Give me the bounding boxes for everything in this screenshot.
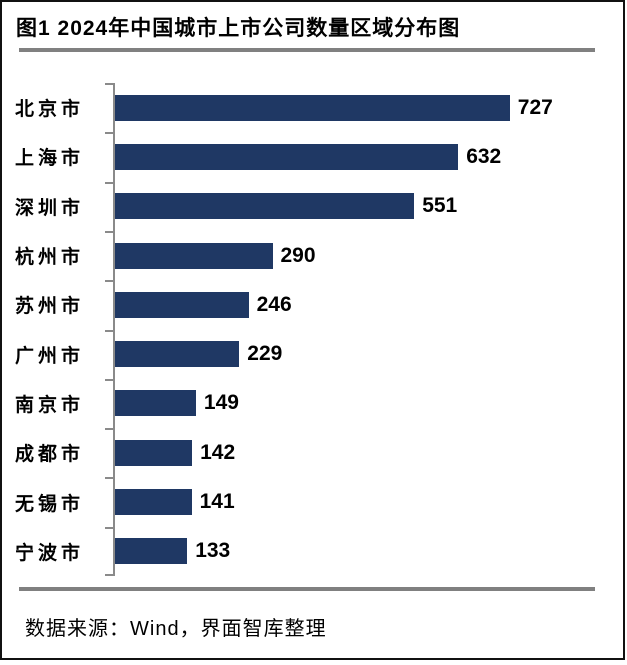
bar-track: 229 bbox=[115, 329, 623, 378]
axis-tick bbox=[105, 329, 113, 332]
bar-track: 133 bbox=[115, 527, 623, 576]
bar-chart: 北京市 727 上海市 632 深圳市 551 杭州市 290 苏州市 246 bbox=[2, 83, 623, 576]
value-label: 246 bbox=[256, 292, 292, 316]
chart-row: 成都市 142 bbox=[2, 428, 623, 477]
axis-tick bbox=[105, 132, 113, 135]
data-source: 数据来源：Wind，界面智库整理 bbox=[25, 618, 327, 640]
chart-row: 苏州市 246 bbox=[2, 280, 623, 329]
chart-rows: 北京市 727 上海市 632 深圳市 551 杭州市 290 苏州市 246 bbox=[2, 83, 623, 576]
category-label: 无锡市 bbox=[15, 493, 85, 515]
category-label: 上海市 bbox=[15, 148, 85, 170]
axis-tick bbox=[105, 230, 113, 233]
y-axis-line bbox=[113, 83, 115, 576]
bar bbox=[115, 242, 273, 269]
bar bbox=[115, 341, 240, 368]
figure-title: 图1 2024年中国城市上市公司数量区域分布图 bbox=[16, 17, 461, 40]
value-label: 632 bbox=[466, 144, 502, 168]
chart-row: 上海市 632 bbox=[2, 132, 623, 181]
category-label: 苏州市 bbox=[15, 296, 85, 318]
bar-track: 632 bbox=[115, 132, 623, 181]
bar-track: 142 bbox=[115, 428, 623, 477]
value-label: 149 bbox=[203, 391, 239, 415]
value-label: 551 bbox=[422, 194, 458, 218]
footer-divider bbox=[19, 587, 595, 591]
bar bbox=[115, 489, 192, 516]
axis-tick bbox=[105, 378, 113, 381]
chart-row: 宁波市 133 bbox=[2, 527, 623, 576]
chart-row: 杭州市 290 bbox=[2, 231, 623, 280]
axis-tick bbox=[105, 83, 113, 85]
value-label: 141 bbox=[199, 490, 235, 514]
category-label: 成都市 bbox=[15, 444, 85, 466]
category-label: 广州市 bbox=[15, 345, 85, 367]
bar-track: 149 bbox=[115, 379, 623, 428]
bar-track: 290 bbox=[115, 231, 623, 280]
value-label: 133 bbox=[195, 539, 231, 563]
value-label: 727 bbox=[517, 95, 553, 119]
axis-tick bbox=[105, 280, 113, 283]
axis-tick bbox=[105, 526, 113, 529]
bar bbox=[115, 439, 193, 466]
value-label: 142 bbox=[200, 440, 236, 464]
bar bbox=[115, 291, 249, 318]
value-label: 229 bbox=[247, 342, 283, 366]
category-label: 杭州市 bbox=[15, 247, 85, 269]
chart-row: 南京市 149 bbox=[2, 379, 623, 428]
bar bbox=[115, 538, 188, 565]
bar-track: 727 bbox=[115, 83, 623, 132]
bar bbox=[115, 143, 459, 170]
axis-tick bbox=[105, 574, 113, 576]
chart-row: 深圳市 551 bbox=[2, 182, 623, 231]
category-label: 深圳市 bbox=[15, 197, 85, 219]
category-label: 南京市 bbox=[15, 394, 85, 416]
category-label: 宁波市 bbox=[15, 542, 85, 564]
axis-tick bbox=[105, 428, 113, 431]
category-label: 北京市 bbox=[15, 99, 85, 121]
bar bbox=[115, 390, 196, 417]
bar-track: 246 bbox=[115, 280, 623, 329]
chart-row: 无锡市 141 bbox=[2, 477, 623, 526]
title-divider bbox=[19, 48, 595, 52]
value-label: 290 bbox=[280, 243, 316, 267]
chart-row: 北京市 727 bbox=[2, 83, 623, 132]
bar-track: 141 bbox=[115, 477, 623, 526]
bar bbox=[115, 193, 415, 220]
axis-tick bbox=[105, 181, 113, 184]
axis-tick bbox=[105, 477, 113, 480]
bar-track: 551 bbox=[115, 182, 623, 231]
bar bbox=[115, 94, 510, 121]
chart-row: 广州市 229 bbox=[2, 329, 623, 378]
